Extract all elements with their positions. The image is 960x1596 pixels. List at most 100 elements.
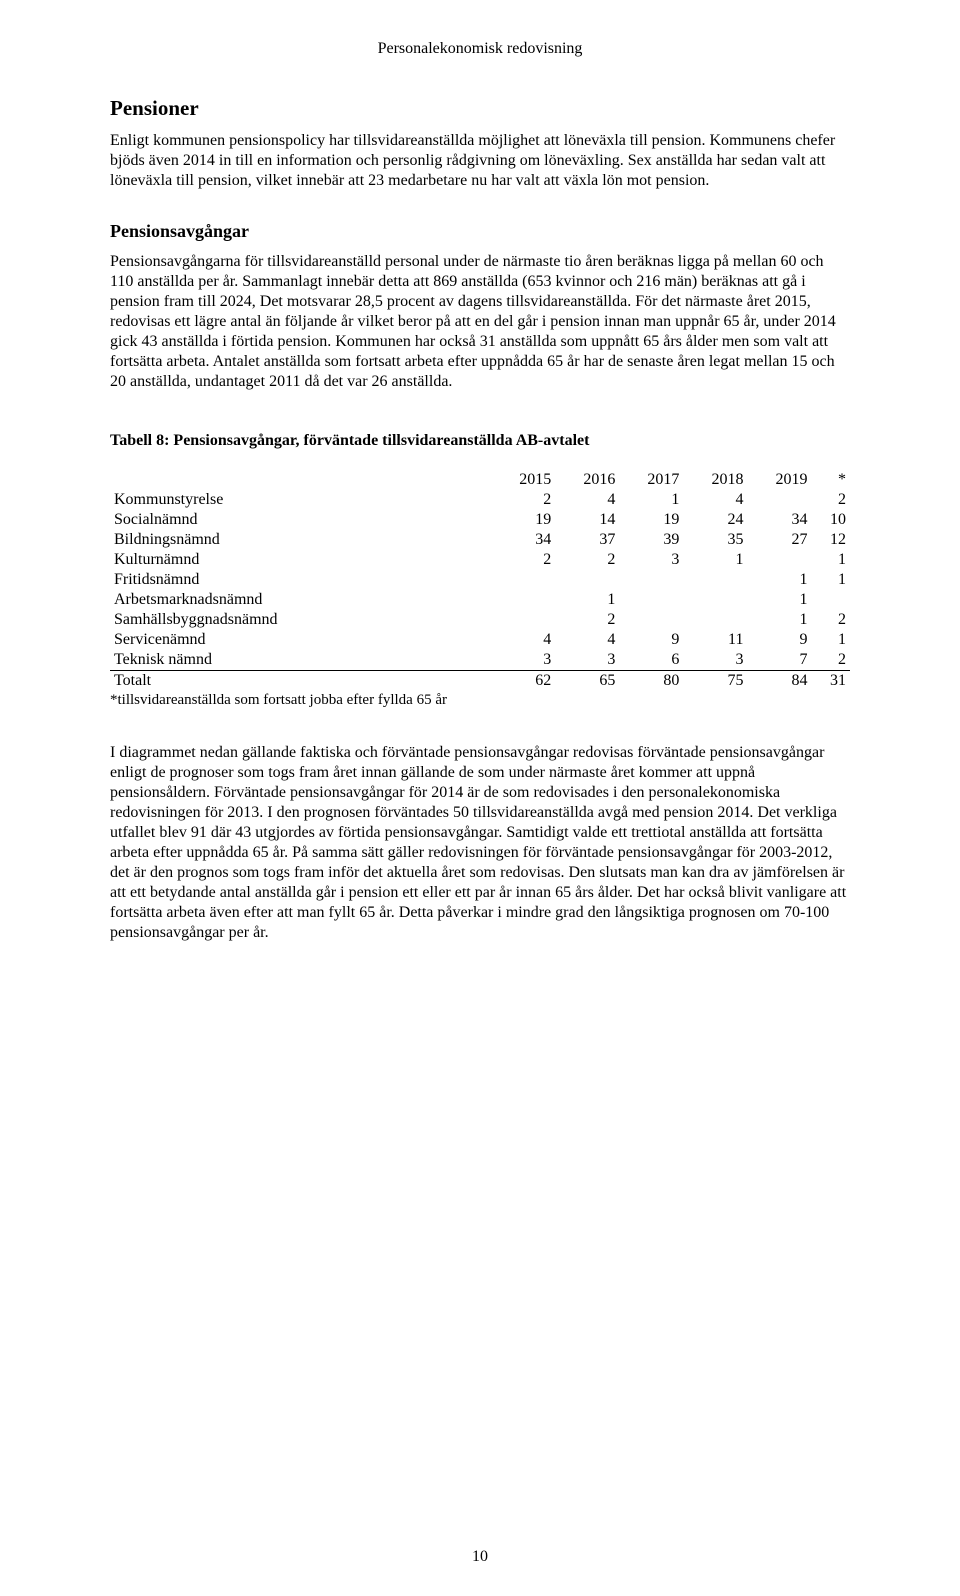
section-pensioner-para: Enligt kommunen pensionspolicy har tills…	[110, 131, 850, 191]
table-cell: 1	[812, 550, 850, 570]
table-cell: 2	[812, 490, 850, 510]
table8-col-6: *	[812, 470, 850, 490]
table-row: Samhällsbyggnadsnämnd212	[110, 610, 850, 630]
table-row: Socialnämnd191419243410	[110, 510, 850, 530]
table-cell: Socialnämnd	[110, 510, 491, 530]
table-cell: Arbetsmarknadsnämnd	[110, 590, 491, 610]
table-cell: 39	[619, 530, 683, 550]
table-cell: 2	[491, 490, 555, 510]
table-cell: Bildningsnämnd	[110, 530, 491, 550]
table-row: Arbetsmarknadsnämnd 1 1	[110, 590, 850, 610]
table8-col-5: 2019	[747, 470, 811, 490]
table-cell	[619, 590, 683, 610]
page-number: 10	[0, 1548, 960, 1566]
table8-col-0	[110, 470, 491, 490]
table-row: Totalt626580758431	[110, 671, 850, 692]
table-cell	[619, 610, 683, 630]
table-cell: 9	[619, 630, 683, 650]
table8-title: Tabell 8: Pensionsavgångar, förväntade t…	[110, 432, 850, 450]
table-cell: 31	[812, 671, 850, 692]
table8-footnote: *tillsvidareanställda som fortsatt jobba…	[110, 692, 850, 709]
table8-col-4: 2018	[683, 470, 747, 490]
table-cell: 4	[555, 630, 619, 650]
table-cell: 84	[747, 671, 811, 692]
table-row: Teknisk nämnd336372	[110, 650, 850, 671]
section-pensionsavgangar-para: Pensionsavgångarna för tillsvidareanstäl…	[110, 252, 850, 392]
table-cell: 37	[555, 530, 619, 550]
table-cell: 1	[555, 590, 619, 610]
table-cell: 1	[747, 590, 811, 610]
table-cell: 1	[619, 490, 683, 510]
section-pensioner-title: Pensioner	[110, 96, 850, 121]
table-cell: 9	[747, 630, 811, 650]
page-header: Personalekonomisk redovisning	[110, 40, 850, 58]
table-row: Fritidsnämnd 11	[110, 570, 850, 590]
table-cell	[747, 490, 811, 510]
table-cell: 12	[812, 530, 850, 550]
table-cell: 27	[747, 530, 811, 550]
table-cell	[491, 570, 555, 590]
table-row: Kommunstyrelse24142	[110, 490, 850, 510]
table-cell: Totalt	[110, 671, 491, 692]
table-cell: 3	[555, 650, 619, 671]
table-cell: 4	[555, 490, 619, 510]
table-cell: Kulturnämnd	[110, 550, 491, 570]
table-cell: 6	[619, 650, 683, 671]
table-cell: 2	[555, 550, 619, 570]
table-cell: 24	[683, 510, 747, 530]
table-cell	[619, 570, 683, 590]
table-cell	[683, 610, 747, 630]
table-cell: Fritidsnämnd	[110, 570, 491, 590]
table-cell: 1	[812, 630, 850, 650]
table8-col-2: 2016	[555, 470, 619, 490]
table-cell: Servicenämnd	[110, 630, 491, 650]
table-cell: 19	[619, 510, 683, 530]
table-cell: 62	[491, 671, 555, 692]
table-cell: Kommunstyrelse	[110, 490, 491, 510]
table-cell: 7	[747, 650, 811, 671]
section3-para: I diagrammet nedan gällande faktiska och…	[110, 743, 850, 943]
table-cell: 80	[619, 671, 683, 692]
section-pensionsavgangar-title: Pensionsavgångar	[110, 221, 850, 242]
table-cell: 34	[491, 530, 555, 550]
table-row: Kulturnämnd22311	[110, 550, 850, 570]
table-cell: 2	[812, 650, 850, 671]
table-cell: 4	[683, 490, 747, 510]
table-cell	[747, 550, 811, 570]
table-cell: 3	[683, 650, 747, 671]
table-cell	[812, 590, 850, 610]
table-cell: 1	[747, 610, 811, 630]
table-cell: 10	[812, 510, 850, 530]
table-cell: Samhällsbyggnadsnämnd	[110, 610, 491, 630]
table-cell	[491, 610, 555, 630]
table-cell: 35	[683, 530, 747, 550]
table-cell	[683, 570, 747, 590]
table-cell: 65	[555, 671, 619, 692]
table-cell: 1	[812, 570, 850, 590]
table8-body: Kommunstyrelse24142Socialnämnd1914192434…	[110, 490, 850, 691]
table-cell	[683, 590, 747, 610]
table-cell: 14	[555, 510, 619, 530]
table-cell: 1	[747, 570, 811, 590]
page-container: Personalekonomisk redovisning Pensioner …	[0, 0, 960, 1596]
table-cell: 2	[812, 610, 850, 630]
table-cell: 11	[683, 630, 747, 650]
table-cell: 3	[619, 550, 683, 570]
table8: 2015 2016 2017 2018 2019 * Kommunstyrels…	[110, 470, 850, 691]
header-title: Personalekonomisk redovisning	[378, 40, 583, 57]
table-cell: 3	[491, 650, 555, 671]
table8-col-1: 2015	[491, 470, 555, 490]
table-cell: Teknisk nämnd	[110, 650, 491, 671]
table-cell: 19	[491, 510, 555, 530]
table-row: Bildningsnämnd343739352712	[110, 530, 850, 550]
table-cell: 75	[683, 671, 747, 692]
table-row: Servicenämnd4491191	[110, 630, 850, 650]
table-cell: 2	[555, 610, 619, 630]
table-cell	[491, 590, 555, 610]
table8-col-3: 2017	[619, 470, 683, 490]
table-cell: 4	[491, 630, 555, 650]
table-cell	[555, 570, 619, 590]
table-cell: 2	[491, 550, 555, 570]
table-cell: 1	[683, 550, 747, 570]
table-cell: 34	[747, 510, 811, 530]
